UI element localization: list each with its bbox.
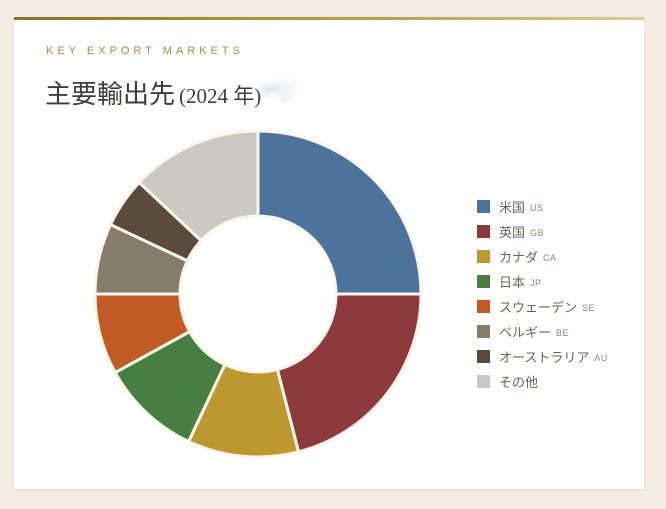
chart-legend: 米国 US 英国 GB カナダ CA 日本 JP スウェーデン SE ベルギー BE オーストラリア AU… — [477, 194, 608, 394]
legend-label-au: オーストラリア — [499, 350, 590, 365]
export-markets-card: KEY EXPORT MARKETS 主要輸出先 (2024 年) 米国 US 英国 G… — [14, 17, 644, 489]
legend-code-ca: CA — [543, 252, 557, 263]
section-eyebrow: KEY EXPORT MARKETS — [46, 45, 244, 57]
legend-swatch-au — [477, 350, 490, 363]
legend-swatch-us — [477, 200, 490, 213]
donut-chart-svg — [93, 129, 423, 459]
redacted-text-blur — [250, 75, 308, 107]
legend-item-se: スウェーデン SE — [477, 294, 608, 319]
legend-label-gb: 英国 — [499, 225, 526, 240]
legend-item-ca: カナダ CA — [477, 244, 608, 269]
legend-item-us: 米国 US — [477, 194, 608, 219]
legend-item-be: ベルギー BE — [477, 319, 608, 344]
legend-item-jp: 日本 JP — [477, 269, 608, 294]
legend-label-other: その他 — [499, 375, 539, 390]
legend-code-se: SE — [582, 302, 596, 313]
legend-label-be: ベルギー — [499, 325, 552, 340]
page-title: 主要輸出先 (2024 年) — [45, 74, 261, 111]
legend-code-gb: GB — [530, 227, 545, 238]
legend-label-se: スウェーデン — [499, 300, 578, 315]
gold-accent-bar — [14, 17, 644, 20]
legend-code-be: BE — [556, 327, 570, 338]
page-title-year: (2024 年) — [179, 84, 262, 108]
legend-label-us: 米国 — [499, 200, 526, 215]
page-title-text: 主要輸出先 — [45, 80, 176, 109]
legend-item-gb: 英国 GB — [477, 219, 608, 244]
legend-swatch-ca — [477, 250, 490, 263]
legend-swatch-gb — [477, 225, 490, 238]
legend-swatch-jp — [477, 275, 490, 288]
legend-item-other: その他 — [477, 369, 608, 394]
legend-code-us: US — [530, 202, 544, 213]
legend-item-au: オーストラリア AU — [477, 344, 608, 369]
chart-segment-other — [137, 129, 260, 243]
donut-chart — [91, 127, 425, 461]
legend-swatch-other — [477, 375, 490, 388]
chart-segment-gb — [275, 292, 423, 454]
legend-label-jp: 日本 — [499, 275, 526, 290]
legend-code-jp: JP — [530, 277, 542, 288]
legend-swatch-se — [477, 300, 490, 313]
chart-segment-us — [256, 129, 423, 296]
legend-code-au: AU — [594, 352, 608, 363]
legend-label-ca: カナダ — [499, 250, 539, 265]
legend-swatch-be — [477, 325, 490, 338]
